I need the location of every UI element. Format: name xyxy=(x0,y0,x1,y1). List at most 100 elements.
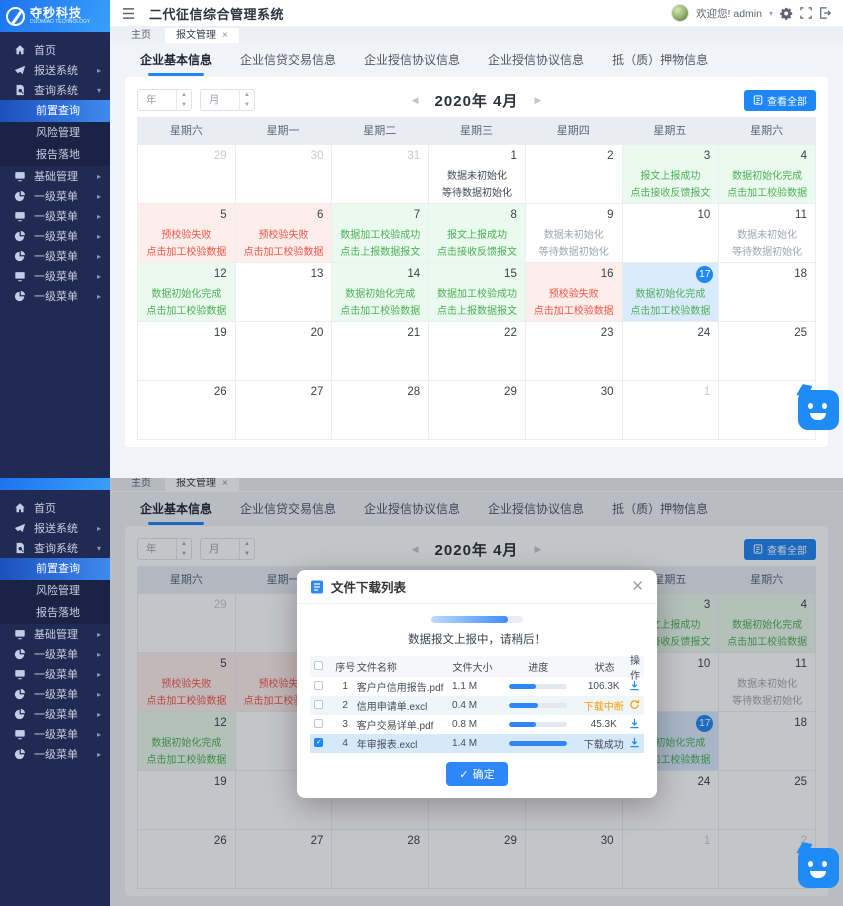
sidebar-item-报送系统[interactable]: 报送系统 ▸ xyxy=(0,60,110,80)
calendar-cell-1[interactable]: 1 xyxy=(621,380,719,439)
sidebar-item-查询系统[interactable]: 查询系统 ▾ xyxy=(0,80,110,100)
calendar-cell-13[interactable]: 13 xyxy=(234,262,332,321)
sidebar-item-一级菜单[interactable]: 一级菜单 ▸ xyxy=(0,744,110,764)
calendar-cell-23[interactable]: 23 xyxy=(524,321,622,380)
calendar-cell-29[interactable]: 29 xyxy=(428,380,525,439)
calendar-cell-28[interactable]: 28 xyxy=(331,380,429,439)
calendar-cell-31[interactable]: 31 xyxy=(331,144,429,203)
subtab-企业授信协议信息[interactable]: 企业授信协议信息 xyxy=(488,53,585,67)
calendar-cell-4[interactable]: 4 数据初始化完成 点击加工校验数据 xyxy=(718,144,815,203)
next-month-icon[interactable]: ▶ xyxy=(534,94,542,105)
calendar-cell-22[interactable]: 22 xyxy=(428,321,525,380)
calendar-cell-2[interactable]: 2 xyxy=(524,144,622,203)
step-up-icon[interactable]: ▲ xyxy=(244,541,250,547)
close-icon[interactable]: ✕ xyxy=(631,578,644,595)
sidebar-subitem-前置查询[interactable]: 前置查询 xyxy=(0,558,110,580)
calendar-cell-7[interactable]: 7 数据加工校验成功点击上报数据报文 xyxy=(331,203,429,262)
settings-gear-icon[interactable] xyxy=(780,7,793,20)
step-down-icon[interactable]: ▼ xyxy=(244,102,250,108)
chevron-down-icon[interactable]: ▾ xyxy=(768,8,773,18)
avatar[interactable] xyxy=(671,4,690,22)
tab-报文管理[interactable]: 报文管理 × xyxy=(165,28,239,43)
year-select[interactable]: 年 ▲ ▼ xyxy=(137,538,192,560)
calendar-cell-27[interactable]: 27 xyxy=(234,829,332,888)
calendar-cell-30[interactable]: 30 xyxy=(234,144,332,203)
tab-主页[interactable]: 主页 xyxy=(120,28,162,43)
sidebar-item-基础管理[interactable]: 基础管理 ▸ xyxy=(0,166,110,186)
subtab-企业信贷交易信息[interactable]: 企业信贷交易信息 xyxy=(240,502,337,516)
confirm-button[interactable]: ✓ 确定 xyxy=(446,762,508,786)
calendar-cell-11[interactable]: 11 数据未初始化 等待数据初始化 xyxy=(718,203,815,262)
sidebar-item-首页[interactable]: 首页 xyxy=(0,498,110,518)
prev-month-icon[interactable]: ◀ xyxy=(411,543,419,554)
chat-fab-button[interactable] xyxy=(796,384,839,430)
calendar-cell-15[interactable]: 15 数据加工校验成功点击上报数据报文 xyxy=(428,262,525,321)
row-checkbox[interactable] xyxy=(314,680,333,693)
calendar-cell-20[interactable]: 20 xyxy=(234,321,332,380)
year-select-value[interactable]: 年 xyxy=(146,94,157,106)
calendar-cell-29[interactable]: 29 xyxy=(138,593,235,652)
year-select[interactable]: 年 ▲ ▼ xyxy=(137,89,192,111)
year-select-value[interactable]: 年 xyxy=(146,543,157,555)
refresh-icon[interactable] xyxy=(629,699,640,713)
sidebar-item-一级菜单[interactable]: 一级菜单 ▸ xyxy=(0,664,110,684)
calendar-cell-28[interactable]: 28 xyxy=(331,829,429,888)
calendar-cell-4[interactable]: 4 数据初始化完成 点击加工校验数据 xyxy=(718,593,815,652)
view-all-button[interactable]: 查看全部 xyxy=(744,89,816,111)
close-icon[interactable]: × xyxy=(222,478,228,489)
calendar-cell-10[interactable]: 10 xyxy=(621,203,719,262)
download-icon[interactable] xyxy=(629,737,640,751)
subtab-抵（质）押物信息[interactable]: 抵（质）押物信息 xyxy=(612,53,709,67)
calendar-cell-18[interactable]: 18 xyxy=(718,711,815,770)
calendar-cell-19[interactable]: 19 xyxy=(138,770,235,829)
calendar-cell-30[interactable]: 30 xyxy=(524,829,622,888)
sidebar-subitem-报告落地[interactable]: 报告落地 xyxy=(0,144,110,166)
sidebar-item-一级菜单[interactable]: 一级菜单 ▸ xyxy=(0,246,110,266)
calendar-cell-29[interactable]: 29 xyxy=(428,829,525,888)
sidebar-subitem-前置查询[interactable]: 前置查询 xyxy=(0,100,110,122)
calendar-cell-5[interactable]: 5 预校验失败 点击加工校验数据 xyxy=(138,203,235,262)
step-down-icon[interactable]: ▼ xyxy=(244,551,250,557)
calendar-cell-17[interactable]: 17 数据初始化完成 点击加工校验数据 xyxy=(621,262,719,321)
download-icon[interactable] xyxy=(629,680,640,694)
step-up-icon[interactable]: ▲ xyxy=(181,92,187,98)
calendar-cell-6[interactable]: 6 预校验失败点击加工校验数据 xyxy=(234,203,332,262)
calendar-cell-27[interactable]: 27 xyxy=(234,380,332,439)
calendar-cell-21[interactable]: 21 xyxy=(331,321,429,380)
calendar-cell-30[interactable]: 30 xyxy=(524,380,622,439)
sidebar-item-一级菜单[interactable]: 一级菜单 ▸ xyxy=(0,286,110,306)
tab-报文管理[interactable]: 报文管理 × xyxy=(165,478,239,491)
calendar-cell-18[interactable]: 18 xyxy=(718,262,815,321)
sidebar-subitem-风险管理[interactable]: 风险管理 xyxy=(0,122,110,144)
prev-month-icon[interactable]: ◀ xyxy=(411,94,419,105)
calendar-cell-5[interactable]: 5 预校验失败 点击加工校验数据 xyxy=(138,652,235,711)
calendar-cell-24[interactable]: 24 xyxy=(621,321,719,380)
download-icon[interactable] xyxy=(629,718,640,732)
step-down-icon[interactable]: ▼ xyxy=(181,551,187,557)
close-icon[interactable]: × xyxy=(222,29,228,41)
row-checkbox[interactable] xyxy=(314,737,333,750)
month-select[interactable]: 月 ▲ ▼ xyxy=(200,538,255,560)
next-month-icon[interactable]: ▶ xyxy=(534,543,542,554)
step-down-icon[interactable]: ▼ xyxy=(181,102,187,108)
subtab-企业基本信息[interactable]: 企业基本信息 xyxy=(140,500,212,525)
chat-fab-button[interactable] xyxy=(796,842,839,888)
calendar-cell-26[interactable]: 26 xyxy=(138,380,235,439)
sidebar-subitem-风险管理[interactable]: 风险管理 xyxy=(0,580,110,602)
sidebar-item-报送系统[interactable]: 报送系统 ▸ xyxy=(0,518,110,538)
subtab-企业授信协议信息[interactable]: 企业授信协议信息 xyxy=(364,53,461,67)
row-checkbox[interactable] xyxy=(314,699,333,712)
calendar-cell-26[interactable]: 26 xyxy=(138,829,235,888)
month-select-value[interactable]: 月 xyxy=(209,94,220,106)
select-all-checkbox[interactable] xyxy=(314,660,334,673)
subtab-企业信贷交易信息[interactable]: 企业信贷交易信息 xyxy=(240,53,337,67)
calendar-cell-14[interactable]: 14 数据初始化完成点击加工校验数据 xyxy=(331,262,429,321)
sidebar-item-一级菜单[interactable]: 一级菜单 ▸ xyxy=(0,186,110,206)
menu-toggle-icon[interactable] xyxy=(122,7,135,19)
calendar-cell-1[interactable]: 1 xyxy=(621,829,719,888)
sidebar-item-一级菜单[interactable]: 一级菜单 ▸ xyxy=(0,226,110,246)
row-checkbox[interactable] xyxy=(314,718,333,731)
